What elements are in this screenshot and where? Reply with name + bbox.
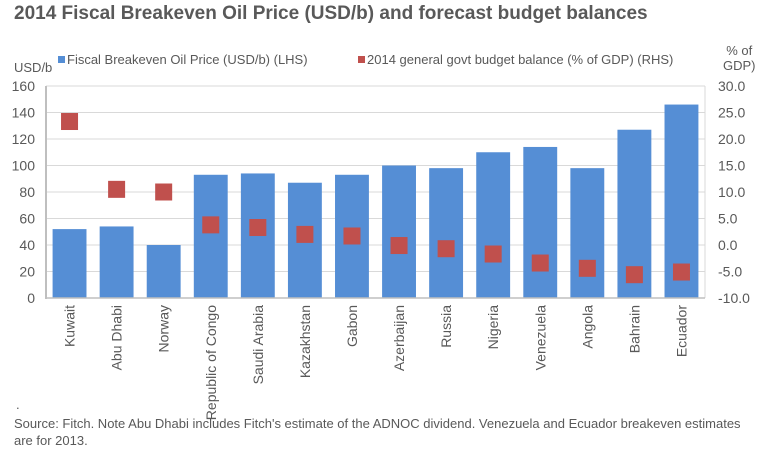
category-label: Republic of Congo bbox=[203, 305, 219, 420]
category-label: Bahrain bbox=[626, 305, 642, 353]
category-label: Saudi Arabia bbox=[250, 305, 266, 385]
legend-label-breakeven: Fiscal Breakeven Oil Price (USD/b) (LHS) bbox=[67, 52, 308, 67]
right-tick-label: 0.0 bbox=[718, 237, 738, 253]
right-axis-unit: % of GDP) bbox=[723, 43, 756, 73]
category-label: Gabon bbox=[344, 305, 360, 347]
marker-angola bbox=[578, 259, 596, 277]
footnote-dot: . bbox=[16, 397, 20, 412]
left-tick-label: 0 bbox=[27, 290, 35, 306]
legend-swatch-breakeven bbox=[58, 56, 65, 63]
marker-abu-dhabi bbox=[108, 180, 126, 198]
category-label: Norway bbox=[156, 305, 172, 352]
right-axis-unit-line-2: GDP) bbox=[723, 58, 756, 73]
marker-russia bbox=[437, 240, 455, 258]
legend-item-budget-balance: 2014 general govt budget balance (% of G… bbox=[358, 52, 673, 67]
category-label: Russia bbox=[438, 305, 454, 348]
legend-swatch-budget-balance bbox=[358, 56, 365, 63]
category-label: Angola bbox=[579, 305, 595, 349]
left-tick-label: 80 bbox=[19, 184, 35, 200]
marker-saudi-arabia bbox=[249, 219, 267, 237]
right-tick-label: 20.0 bbox=[718, 131, 745, 147]
right-tick-label: 30.0 bbox=[718, 78, 745, 94]
left-tick-label: 140 bbox=[12, 105, 36, 121]
bar-nigeria bbox=[476, 152, 511, 298]
marker-kazakhstan bbox=[296, 225, 314, 243]
category-label: Kuwait bbox=[62, 305, 78, 347]
right-tick-label: 10.0 bbox=[718, 184, 745, 200]
left-tick-label: 40 bbox=[19, 237, 35, 253]
category-label: Venezuela bbox=[532, 305, 548, 371]
bar-russia bbox=[429, 168, 464, 298]
bar-norway bbox=[146, 245, 181, 298]
left-tick-label: 100 bbox=[12, 158, 36, 174]
bar-abu-dhabi bbox=[99, 226, 134, 298]
bar-republic-of-congo bbox=[193, 174, 228, 298]
right-axis-unit-line-1: % of bbox=[726, 43, 753, 58]
right-tick-label: 15.0 bbox=[718, 158, 745, 174]
left-axis-unit: USD/b bbox=[14, 60, 53, 75]
marker-gabon bbox=[343, 227, 361, 245]
left-tick-label: 60 bbox=[19, 211, 35, 227]
left-tick-label: 160 bbox=[12, 78, 36, 94]
category-label: Kazakhstan bbox=[297, 305, 313, 378]
legend-label-budget-balance: 2014 general govt budget balance (% of G… bbox=[367, 52, 674, 67]
bar-venezuela bbox=[523, 146, 558, 298]
left-tick-label: 20 bbox=[19, 264, 35, 280]
right-tick-label: 25.0 bbox=[718, 105, 745, 121]
category-label: Azerbaijan bbox=[391, 305, 407, 371]
marker-republic-of-congo bbox=[202, 216, 220, 234]
chart-title: 2014 Fiscal Breakeven Oil Price (USD/b) … bbox=[14, 3, 648, 24]
marker-venezuela bbox=[531, 254, 549, 272]
category-label: Nigeria bbox=[485, 305, 501, 350]
marker-bahrain bbox=[625, 266, 643, 284]
marker-azerbaijan bbox=[390, 237, 408, 255]
marker-nigeria bbox=[484, 245, 502, 263]
marker-norway bbox=[155, 183, 173, 201]
marker-kuwait bbox=[61, 113, 79, 131]
right-tick-label: 5.0 bbox=[718, 211, 738, 227]
left-tick-label: 120 bbox=[12, 131, 36, 147]
right-tick-label: -5.0 bbox=[718, 264, 742, 280]
category-label: Ecuador bbox=[673, 305, 689, 357]
legend-item-breakeven: Fiscal Breakeven Oil Price (USD/b) (LHS) bbox=[58, 52, 308, 67]
source-note: Source: Fitch. Note Abu Dhabi includes F… bbox=[14, 416, 741, 448]
right-tick-label: -10.0 bbox=[718, 290, 750, 306]
marker-ecuador bbox=[672, 263, 690, 281]
bar-angola bbox=[570, 168, 605, 298]
bar-kuwait bbox=[52, 229, 87, 298]
category-label: Abu Dhabi bbox=[109, 305, 125, 370]
bar-azerbaijan bbox=[382, 165, 416, 298]
